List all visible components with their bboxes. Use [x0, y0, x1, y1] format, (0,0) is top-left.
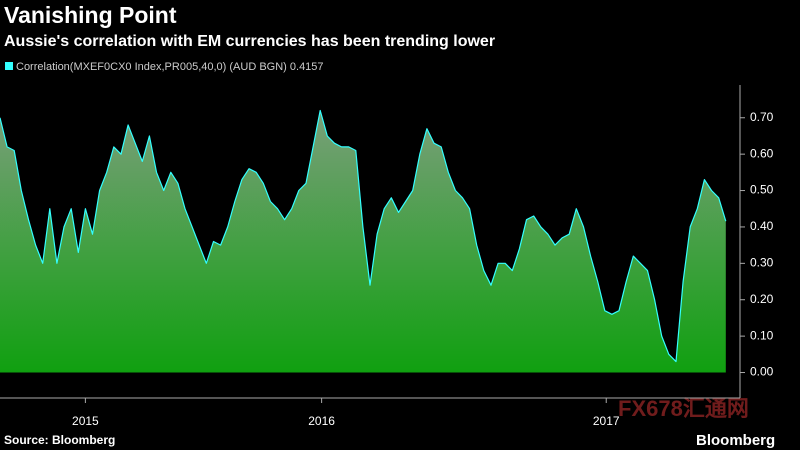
x-tick-label: 2015 — [72, 414, 99, 428]
area — [0, 110, 726, 373]
line — [0, 109, 727, 363]
x-tick-label: 2017 — [593, 414, 620, 428]
chart-title: Vanishing Point — [4, 2, 177, 28]
y-tick-label: 0.10 — [750, 328, 774, 342]
watermark: FX678汇通网 — [618, 396, 749, 421]
y-tick-label: 0.50 — [750, 183, 774, 197]
y-tick-label: 0.40 — [750, 219, 774, 233]
y-tick-label: 0.20 — [750, 292, 774, 306]
legend-label: Correlation(MXEF0CX0 Index,PR005,40,0) (… — [16, 61, 287, 73]
x-tick-label: 2016 — [308, 414, 335, 428]
y-tick-label: 0.70 — [750, 110, 774, 124]
y-tick-label: 0.60 — [750, 146, 774, 160]
plot: 0.00 0.10 0.20 0.30 0.40 0.50 0.60 0.70 2015 2016… — [0, 85, 774, 428]
brand: Bloomberg — [696, 432, 775, 449]
y-tick-label: 0.30 — [750, 256, 774, 270]
y-tick-label: 0.00 — [750, 365, 774, 379]
legend-swatch — [5, 62, 13, 70]
source: Source: Bloomberg — [4, 433, 115, 447]
legend-value: 0.4157 — [290, 61, 324, 73]
chart-subtitle: Aussie's correlation with EM currencies … — [4, 33, 495, 50]
legend: Correlation(MXEF0CX0 Index,PR005,40,0) (… — [16, 61, 324, 73]
